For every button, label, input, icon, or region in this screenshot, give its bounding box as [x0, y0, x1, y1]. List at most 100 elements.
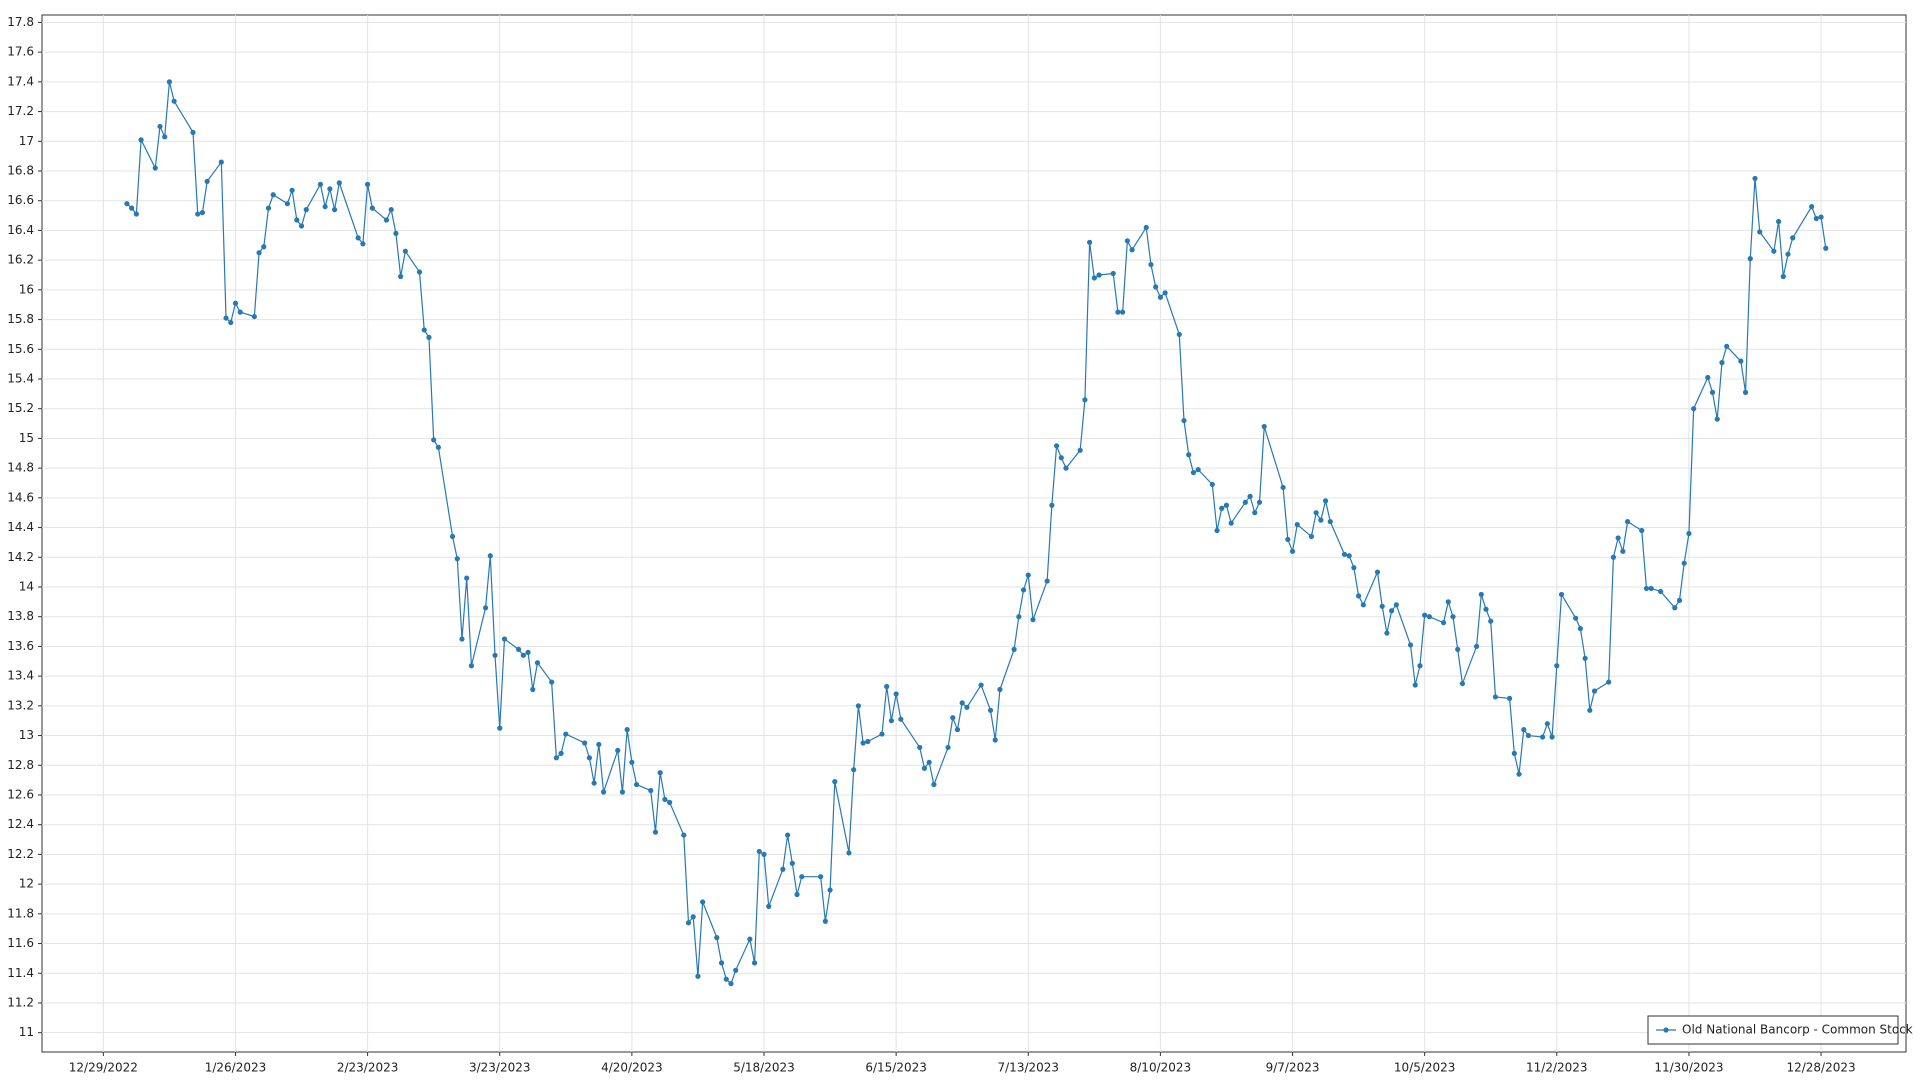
data-point: [945, 744, 951, 751]
data-point: [1738, 358, 1744, 364]
y-tick-label: 14.6: [7, 490, 34, 504]
x-tick-label: 11/2/2023: [1526, 1061, 1588, 1075]
data-point: [251, 313, 257, 320]
data-point: [747, 936, 753, 942]
data-point: [582, 740, 588, 746]
data-point: [827, 887, 833, 893]
data-point: [327, 186, 333, 192]
data-point: [591, 780, 597, 786]
data-point: [667, 799, 673, 806]
x-tick-label: 9/7/2023: [1266, 1061, 1320, 1075]
x-tick-label: 2/23/2023: [337, 1061, 399, 1075]
data-point: [516, 646, 522, 652]
data-point: [129, 205, 135, 211]
data-point: [1355, 593, 1362, 599]
x-tick-label: 12/29/2022: [69, 1061, 138, 1075]
data-point: [959, 700, 965, 706]
data-point: [426, 334, 432, 340]
data-point: [1521, 727, 1527, 733]
x-tick-label: 7/13/2023: [998, 1061, 1060, 1075]
data-point: [690, 914, 696, 920]
data-point: [1455, 646, 1461, 652]
data-point: [1691, 406, 1697, 412]
data-point: [648, 787, 654, 794]
data-point: [1450, 614, 1456, 620]
data-point: [766, 903, 772, 910]
data-point: [1742, 389, 1749, 395]
data-point: [1417, 663, 1423, 669]
data-point: [1285, 536, 1291, 543]
data-point: [865, 738, 871, 745]
data-point: [1672, 605, 1678, 611]
y-tick-label: 17.6: [7, 45, 34, 59]
y-tick-label: 16.6: [7, 193, 34, 207]
data-point: [162, 134, 168, 140]
data-point: [1011, 646, 1017, 652]
data-point: [166, 79, 173, 85]
data-point: [1681, 560, 1687, 566]
data-point: [1540, 734, 1546, 740]
data-point: [657, 770, 663, 776]
data-point: [879, 731, 885, 737]
data-point: [1757, 229, 1763, 235]
data-point: [992, 737, 998, 743]
data-point: [860, 740, 866, 746]
data-point: [954, 727, 961, 733]
data-point: [822, 918, 828, 924]
data-point: [728, 981, 734, 987]
data-point: [1577, 625, 1583, 632]
data-point: [525, 649, 531, 655]
data-point: [1587, 707, 1593, 713]
data-point: [468, 663, 475, 669]
data-point: [1082, 397, 1088, 403]
y-tick-label: 17.8: [7, 15, 34, 29]
y-tick-label: 13.6: [7, 639, 34, 653]
data-point: [501, 636, 508, 642]
data-point: [1157, 294, 1163, 300]
data-point: [1219, 505, 1225, 511]
data-point: [733, 967, 739, 973]
data-point: [487, 553, 493, 559]
data-point: [294, 217, 300, 223]
data-point: [265, 205, 272, 211]
data-point: [270, 192, 276, 198]
data-point: [1686, 530, 1692, 537]
y-tick-label: 14.4: [7, 520, 34, 534]
data-point: [1181, 417, 1187, 424]
data-point: [435, 444, 441, 450]
data-point: [549, 679, 555, 685]
data-point: [1620, 548, 1626, 554]
y-tick-label: 16.2: [7, 253, 34, 267]
data-point: [1558, 591, 1565, 598]
data-point: [1176, 331, 1182, 338]
data-point: [1280, 484, 1286, 491]
data-point: [1492, 694, 1499, 700]
data-point: [1322, 498, 1329, 504]
data-point: [596, 741, 602, 748]
data-point: [365, 181, 371, 187]
data-point: [761, 851, 767, 858]
data-point: [1389, 608, 1395, 614]
data-point: [884, 683, 890, 690]
data-point: [431, 437, 437, 443]
data-point: [600, 789, 607, 795]
data-point: [204, 178, 210, 184]
y-tick-label: 13.4: [7, 669, 34, 683]
y-tick-label: 11.2: [7, 995, 34, 1009]
plot-frame: [41, 14, 1907, 1053]
x-tick-label: 6/15/2023: [865, 1061, 927, 1075]
data-point: [1790, 235, 1796, 241]
data-point: [1190, 469, 1197, 476]
data-point: [303, 207, 309, 213]
y-tick-label: 12.2: [7, 847, 34, 861]
data-point: [785, 832, 791, 838]
data-point: [355, 235, 361, 241]
data-point: [1318, 517, 1324, 523]
y-tick-label: 16: [19, 282, 34, 296]
x-tick-label: 3/23/2023: [469, 1061, 531, 1075]
legend: Old National Bancorp - Common Stock: [1647, 1015, 1913, 1045]
data-point: [492, 652, 498, 658]
data-point: [780, 866, 786, 872]
data-point: [133, 211, 139, 217]
